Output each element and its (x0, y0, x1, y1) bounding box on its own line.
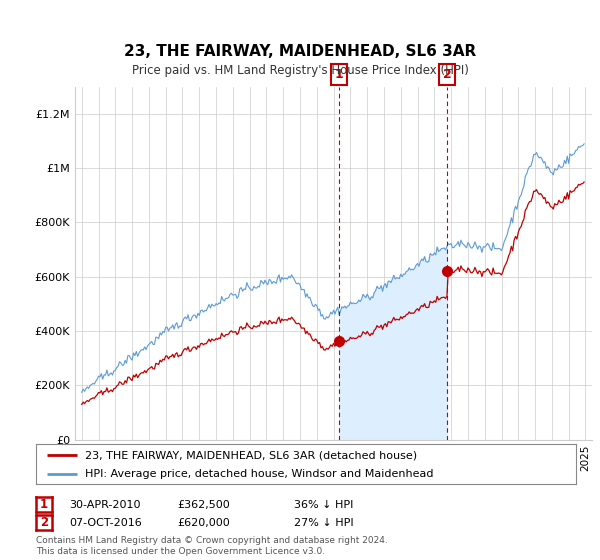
Text: 1: 1 (40, 498, 48, 511)
Text: 2: 2 (40, 516, 48, 529)
Text: Price paid vs. HM Land Registry's House Price Index (HPI): Price paid vs. HM Land Registry's House … (131, 64, 469, 77)
Text: 1: 1 (335, 68, 344, 81)
Text: 27% ↓ HPI: 27% ↓ HPI (294, 518, 353, 528)
Text: 23, THE FAIRWAY, MAIDENHEAD, SL6 3AR: 23, THE FAIRWAY, MAIDENHEAD, SL6 3AR (124, 44, 476, 59)
Text: 36% ↓ HPI: 36% ↓ HPI (294, 500, 353, 510)
Text: HPI: Average price, detached house, Windsor and Maidenhead: HPI: Average price, detached house, Wind… (85, 469, 433, 479)
Text: 07-OCT-2016: 07-OCT-2016 (69, 518, 142, 528)
Text: 2: 2 (443, 68, 452, 81)
Text: £620,000: £620,000 (177, 518, 230, 528)
Text: Contains HM Land Registry data © Crown copyright and database right 2024.
This d: Contains HM Land Registry data © Crown c… (36, 536, 388, 556)
Text: 23, THE FAIRWAY, MAIDENHEAD, SL6 3AR (detached house): 23, THE FAIRWAY, MAIDENHEAD, SL6 3AR (de… (85, 450, 417, 460)
Text: 30-APR-2010: 30-APR-2010 (69, 500, 140, 510)
Text: £362,500: £362,500 (177, 500, 230, 510)
